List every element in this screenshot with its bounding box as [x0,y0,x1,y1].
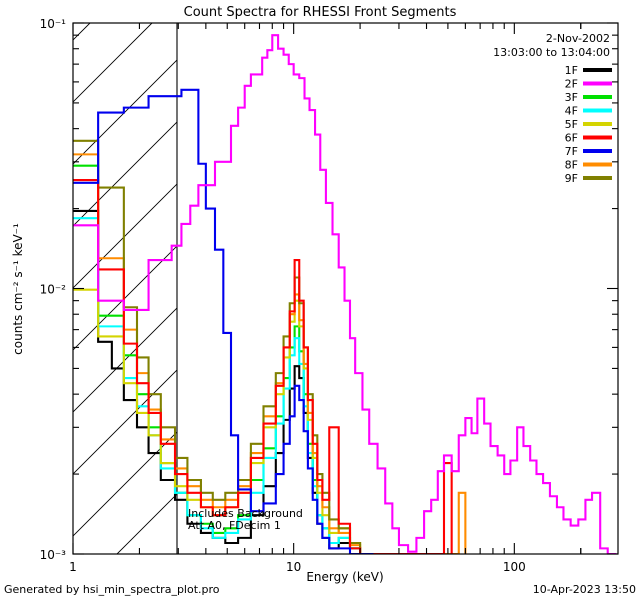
spectrum-line-6f [73,179,453,554]
legend-label-3f: 3F [565,91,578,104]
y-tick-label: 10⁻³ [40,548,67,562]
observation-date: 2-Nov-2002 [546,32,610,45]
page-title: Count Spectra for RHESSI Front Segments [184,5,457,20]
x-axis-label: Energy (keV) [306,570,383,584]
annotation-attenuator-state: Att A0, FDecim 1 [188,519,281,532]
spectrum-line-2f [73,34,617,554]
footer-timestamp: 10-Apr-2023 13:50 [533,583,636,596]
annotation-includes-background: Includes Background [188,507,303,520]
observation-time-range: 13:03:00 to 13:04:00 [493,46,610,59]
hatched-region [73,23,177,554]
legend-label-2f: 2F [565,78,578,91]
legend-label-1f: 1F [565,64,578,77]
y-tick-labels: 10⁻³ 10⁻² 10⁻¹ [40,17,67,562]
legend-label-6f: 6F [565,132,578,145]
y-tick-label: 10⁻² [40,283,67,297]
x-tick-label: 100 [503,560,526,574]
legend-label-8f: 8F [565,159,578,172]
spectra-series-group [73,34,617,554]
y-tick-label: 10⁻¹ [40,17,67,31]
legend-label-7f: 7F [565,145,578,158]
x-tick-label: 1 [69,560,77,574]
legend-label-4f: 4F [565,105,578,118]
legend-label-9f: 9F [565,172,578,185]
x-tick-labels: 1 10 100 [69,560,526,574]
x-tick-label: 10 [286,560,301,574]
axis-ticks [72,22,618,555]
legend-label-5f: 5F [565,118,578,131]
y-axis-label: counts cm⁻² s⁻¹ keV⁻¹ [11,223,25,355]
spectrum-line-7f [73,88,374,554]
footer-generator: Generated by hsi_min_spectra_plot.pro [4,583,220,596]
